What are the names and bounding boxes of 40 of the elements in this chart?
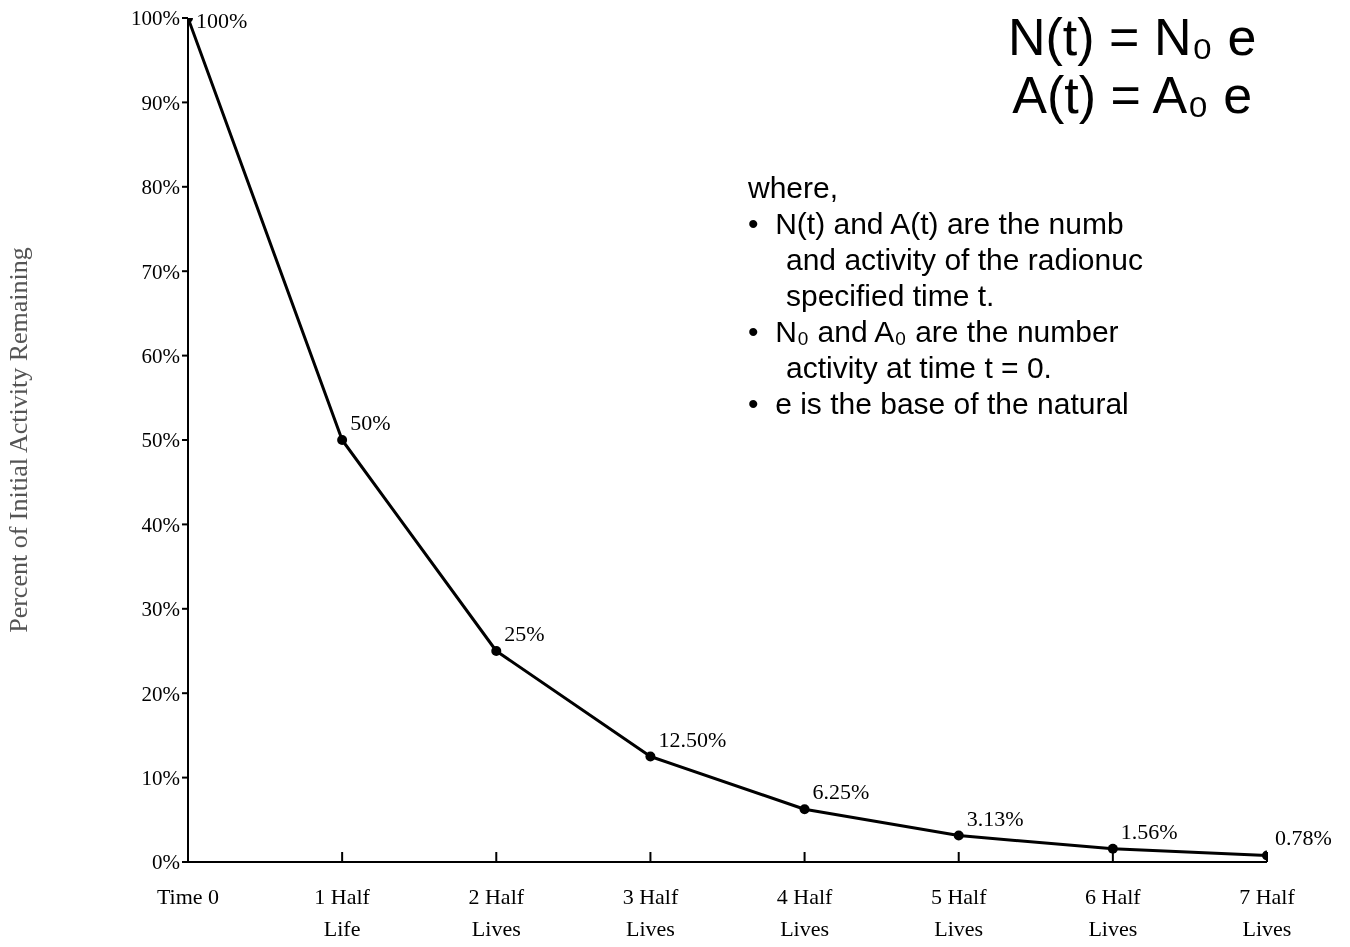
annotation: where, bbox=[748, 170, 840, 206]
point bbox=[337, 435, 348, 445]
annotation: • e is the base of the natural bbox=[748, 386, 1130, 422]
y-tick-label: 30% bbox=[141, 597, 180, 622]
x-tick-label: 3 Half Lives bbox=[622, 883, 679, 941]
x-tick-label: 7 Half Lives bbox=[1239, 883, 1296, 941]
point bbox=[953, 830, 964, 841]
data-label: 50% bbox=[350, 410, 391, 435]
y-tick-label: 80% bbox=[141, 175, 180, 200]
data-label: 12.50% bbox=[658, 726, 727, 752]
y-tick-label: 60% bbox=[141, 344, 180, 369]
x-tick-label: 5 Half Lives bbox=[930, 883, 988, 941]
x-tick-label: 1 Half Life bbox=[314, 883, 371, 941]
point bbox=[799, 804, 810, 815]
y-tick-label: 90% bbox=[141, 90, 180, 115]
data-label: 1.56% bbox=[1120, 818, 1178, 844]
y-tick-label: 70% bbox=[141, 259, 180, 284]
annotation: • N(t) and A(t) are the numb and activity of the radionuc specified time t. bbox=[748, 206, 1144, 314]
data-label: 0.78% bbox=[1275, 825, 1332, 851]
y-tick-label: 40% bbox=[141, 512, 180, 537]
point bbox=[1107, 843, 1118, 854]
y-tick-label: 50% bbox=[141, 428, 180, 453]
data-label: 6.25% bbox=[812, 779, 870, 805]
y-tick-label: 0% bbox=[152, 850, 180, 875]
data-label: 3.13% bbox=[966, 805, 1024, 831]
y-tick-label: 20% bbox=[141, 681, 180, 706]
x-tick-label: 6 Half Lives bbox=[1085, 883, 1142, 941]
y-tick-label: 10% bbox=[141, 766, 180, 791]
x-tick-label: 2 Half Lives bbox=[468, 883, 525, 941]
y-tick-label: 100% bbox=[131, 6, 180, 31]
y-axis-title: Percent of Initial Activity Remaining bbox=[4, 247, 34, 633]
annotation: • N₀ and A₀ are the number activity at time t = 0. bbox=[748, 314, 1120, 386]
data-label: 100% bbox=[196, 8, 248, 33]
point bbox=[491, 646, 502, 656]
annotation: N(t) = N₀ e bbox=[1008, 8, 1257, 66]
x-tick-label: 4 Half Lives bbox=[776, 883, 834, 941]
x-tick-label: Time 0 bbox=[156, 883, 220, 909]
annotation: A(t) = A₀ e bbox=[1011, 66, 1254, 124]
point bbox=[645, 751, 656, 762]
data-label: 25% bbox=[504, 621, 545, 646]
